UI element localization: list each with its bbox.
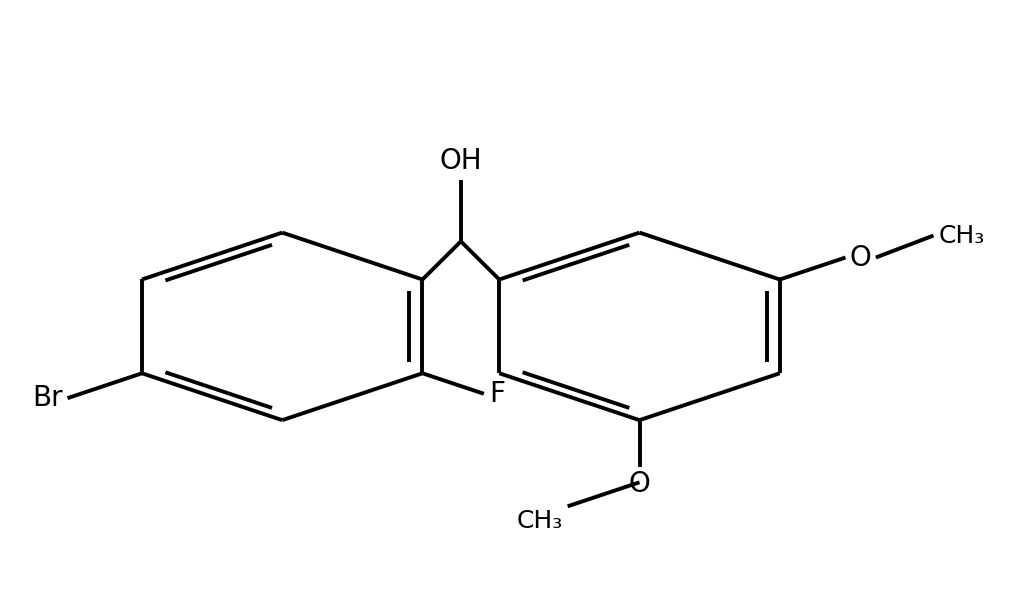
Text: O: O xyxy=(629,470,650,498)
Text: OH: OH xyxy=(439,147,482,175)
Text: CH₃: CH₃ xyxy=(939,224,985,248)
Text: CH₃: CH₃ xyxy=(516,509,562,533)
Text: F: F xyxy=(489,380,505,408)
Text: Br: Br xyxy=(32,384,63,412)
Text: O: O xyxy=(850,244,871,272)
